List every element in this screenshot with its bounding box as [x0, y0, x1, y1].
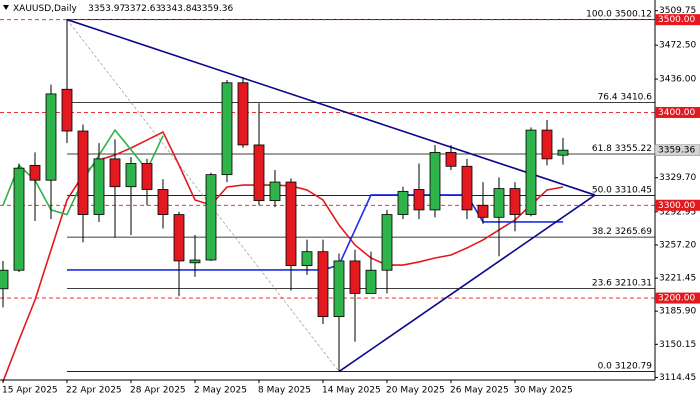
fib-price: 3265.69: [615, 227, 652, 237]
x-tick-label: 2 May 2025: [194, 386, 247, 396]
candle-body: [221, 82, 233, 176]
chart-title: XAUUSD,Daily: [13, 4, 77, 14]
y-tick-label: 3150.15: [659, 340, 696, 350]
candle-body: [413, 189, 425, 211]
candle-body: [445, 151, 457, 167]
level-label: 3200.00: [658, 294, 695, 304]
candle-body: [189, 259, 201, 264]
fib-ratio: 100.0: [586, 9, 612, 19]
x-tick-label: 8 May 2025: [258, 386, 311, 396]
level-box: [655, 106, 700, 118]
fib-label: 23.6 3210.31: [592, 278, 652, 288]
candle-body: [125, 163, 137, 188]
candle-body: [461, 165, 473, 211]
candle-body: [365, 269, 377, 294]
candle-body: [13, 167, 25, 271]
level-label: 3400.00: [658, 108, 695, 118]
x-tick-label: 22 Apr 2025: [66, 386, 122, 396]
level-label: 3500.00: [658, 15, 695, 25]
candle-body: [173, 214, 185, 262]
x-tick-label: 20 May 2025: [386, 386, 445, 396]
candle-body: [93, 158, 105, 215]
fib-anchor: [66, 19, 340, 372]
header-close: 3359.36: [196, 4, 233, 14]
candle-body: [269, 181, 281, 202]
level-box: [655, 199, 700, 211]
y-tick-label: 3292.95: [659, 207, 696, 217]
header-open: 3353.97: [88, 4, 125, 14]
fib-label: 100.0 3500.12: [586, 9, 652, 19]
fib-label: 38.2 3265.69: [592, 227, 652, 237]
last-price-label: 3359.36: [658, 146, 695, 156]
fib-ratio: 50.0: [592, 185, 612, 195]
candle-body: [509, 188, 521, 215]
y-tick-label: 3185.90: [659, 307, 696, 317]
candle-body: [141, 163, 153, 190]
x-tick-label: 14 May 2025: [322, 386, 381, 396]
last-price-box: [654, 144, 700, 156]
fib-label: 50.0 3310.45: [592, 185, 652, 195]
candle-body: [477, 204, 489, 218]
candle-body: [253, 144, 265, 202]
y-tick-label: 3472.50: [659, 41, 696, 51]
header-low: 3343.84: [160, 4, 197, 14]
y-tick-label: 3257.20: [659, 240, 696, 250]
y-tick-label: 3436.00: [659, 75, 696, 85]
candle-body: [301, 251, 313, 266]
level-box: [655, 14, 700, 26]
candle-body: [29, 164, 41, 181]
candle-body: [397, 190, 409, 215]
plot-area: 100.0 3500.12 76.4 3410.6 61.8 3355.22 50.0…: [0, 9, 655, 382]
x-tick-label: 26 May 2025: [450, 386, 509, 396]
candle-body: [237, 82, 249, 146]
candle-body: [429, 151, 441, 211]
candle-body: [381, 214, 393, 271]
candle-body: [525, 129, 537, 215]
fib-price: 3410.6: [621, 92, 653, 102]
candle-body: [109, 158, 121, 188]
candle-body: [205, 174, 217, 261]
candle-body: [61, 88, 73, 132]
fib-price: 3355.22: [615, 144, 652, 154]
candle-body: [45, 93, 57, 181]
y-tick-label: 3509.75: [659, 6, 696, 16]
fib-label: 0.0 3120.79: [598, 361, 653, 371]
level-box: [655, 292, 700, 304]
chart-header: XAUUSD,Daily 3353.97 3372.63 3343.84 335…: [13, 4, 233, 14]
trendline: [338, 194, 596, 373]
fib-price: 3120.79: [615, 361, 652, 371]
candle-body: [557, 149, 569, 156]
fib-price: 3210.31: [615, 278, 652, 288]
header-high: 3372.63: [124, 4, 161, 14]
candle-body: [77, 130, 89, 215]
trendline: [66, 18, 596, 196]
fib-label: 61.8 3355.22: [592, 144, 652, 154]
candle-body: [0, 269, 9, 290]
candle-body: [333, 260, 345, 318]
candle-body: [493, 188, 505, 218]
y-tick-label: 3114.45: [659, 373, 696, 383]
candle-body: [285, 181, 297, 266]
level-label: 3300.00: [658, 201, 695, 211]
y-tick-label: 3329.70: [659, 173, 696, 183]
candle-body: [317, 251, 329, 318]
fib-ratio: 23.6: [592, 278, 612, 288]
fib-ratio: 38.2: [592, 227, 612, 237]
fib-ratio: 76.4: [598, 92, 618, 102]
fib-label: 76.4 3410.6: [598, 92, 653, 102]
candle-body: [541, 129, 553, 160]
x-tick-label: 15 Apr 2025: [2, 386, 58, 396]
x-tick-label: 28 Apr 2025: [130, 386, 186, 396]
fib-ratio: 61.8: [592, 144, 612, 154]
y-tick-label: 3221.45: [659, 274, 696, 284]
candle-body: [157, 189, 169, 215]
x-tick-label: 30 May 2025: [514, 386, 573, 396]
symbol-icon: [3, 5, 9, 10]
fib-ratio: 0.0: [598, 361, 613, 371]
fib-price: 3310.45: [615, 185, 652, 195]
candle-body: [349, 260, 361, 294]
fib-price: 3500.12: [615, 9, 652, 19]
